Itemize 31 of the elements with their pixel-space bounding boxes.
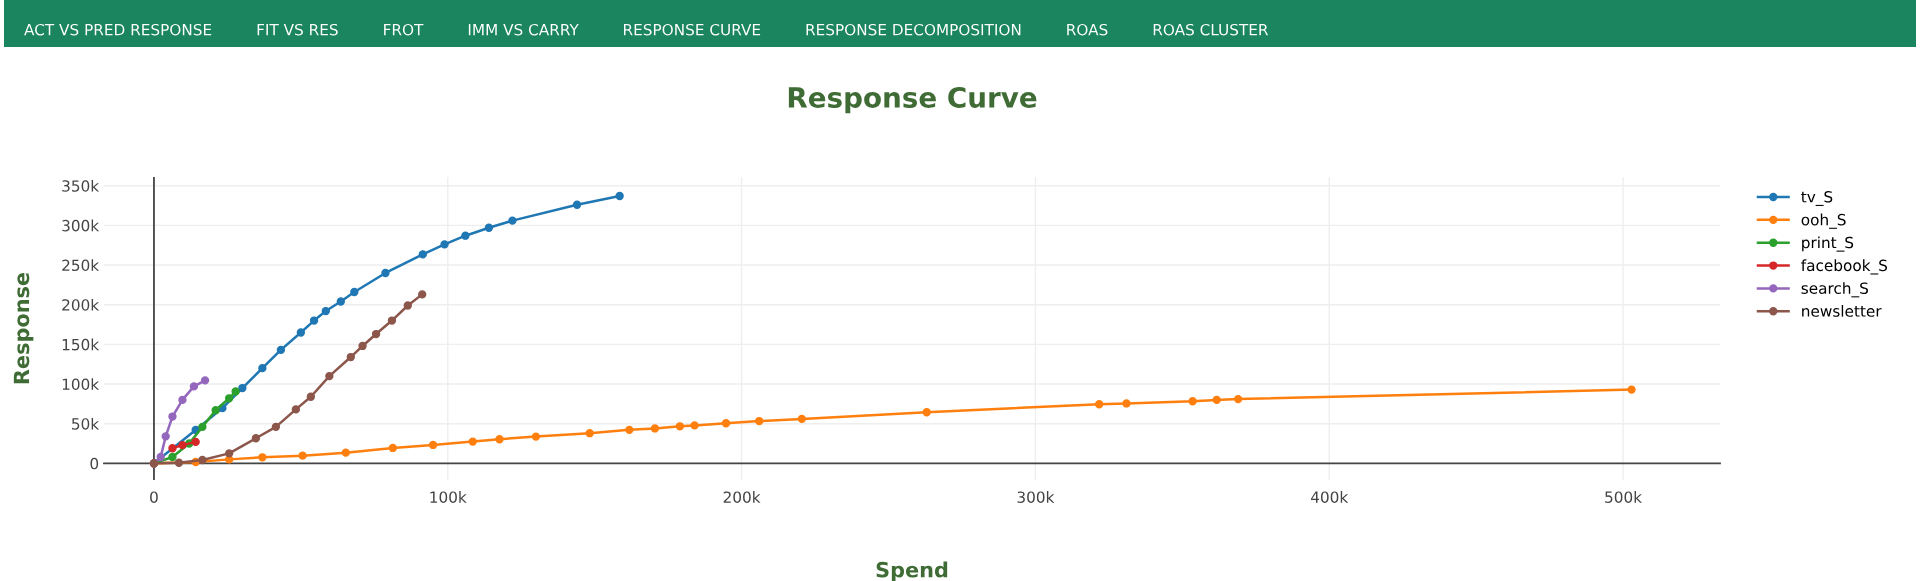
- text: FROT: [384, 23, 424, 36]
- text: RESPONSE CURVE: [624, 23, 761, 36]
- y-tick-label: 300k: [62, 219, 100, 232]
- legend-label: print_S: [1802, 236, 1854, 252]
- legend-label: search_S: [1801, 282, 1868, 298]
- y-tick-label: 0: [90, 457, 99, 470]
- legend-label: tv_S: [1801, 191, 1833, 206]
- text: ROAS: [1067, 23, 1108, 36]
- x-tick-label: 100k: [430, 491, 467, 503]
- x-axis-title: Spend: [876, 561, 948, 581]
- legend-label: newsletter: [1802, 305, 1882, 317]
- y-tick-label: 200k: [62, 298, 100, 311]
- y-tick-label: 100k: [62, 378, 100, 391]
- text: IMM VS CARRY: [468, 23, 579, 36]
- x-tick-label: 200k: [723, 491, 761, 503]
- text: FIT VS RES: [257, 23, 338, 36]
- y-tick-label: 250k: [62, 259, 100, 272]
- y-tick-label: 150k: [62, 338, 100, 351]
- text: ACT VS PRED RESPONSE: [24, 23, 212, 36]
- legend-label: ooh_S: [1801, 213, 1846, 229]
- y-axis-title: Response: [13, 272, 34, 384]
- chart-title: Response Curve: [788, 86, 1037, 114]
- text: RESPONSE DECOMPOSITION: [806, 23, 1021, 36]
- x-tick-label: 500k: [1605, 491, 1642, 503]
- x-tick-label: 0: [150, 491, 158, 503]
- legend-label: facebook_S: [1801, 259, 1888, 275]
- y-tick-label: 350k: [62, 179, 100, 192]
- y-tick-label: 50k: [72, 417, 100, 430]
- x-tick-label: 400k: [1310, 491, 1349, 503]
- text: ROAS CLUSTER: [1153, 23, 1269, 36]
- x-tick-label: 300k: [1017, 491, 1055, 503]
